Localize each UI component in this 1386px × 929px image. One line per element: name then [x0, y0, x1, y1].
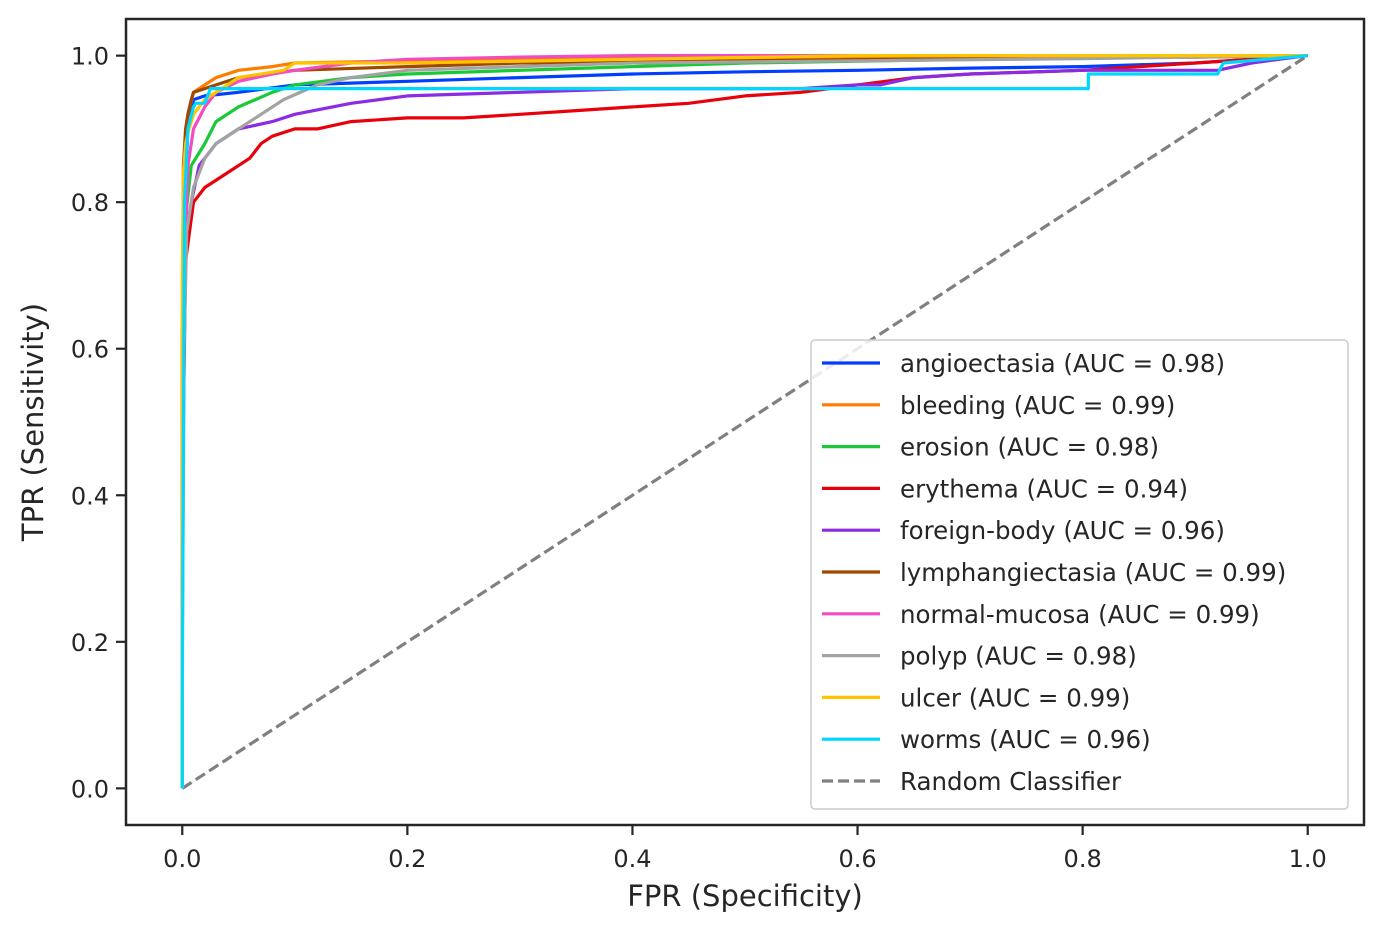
legend-label-6: normal-mucosa (AUC = 0.99) [900, 600, 1260, 629]
legend-label-8: ulcer (AUC = 0.99) [900, 683, 1130, 712]
series-line-7 [180, 54, 1308, 789]
x-tick-label-1: 0.2 [388, 845, 426, 873]
y-tick-label-4: 0.8 [71, 189, 109, 217]
x-tick-label-0: 0.0 [163, 845, 201, 873]
y-tick-label-3: 0.6 [71, 336, 109, 364]
legend-label-7: polyp (AUC = 0.98) [900, 642, 1137, 671]
y-tick-label-5: 1.0 [71, 43, 109, 71]
legend-label-5: lymphangiectasia (AUC = 0.99) [900, 558, 1286, 587]
legend-label-3: erythema (AUC = 0.94) [900, 474, 1188, 503]
legend-label-9: worms (AUC = 0.96) [900, 725, 1151, 754]
legend-items: angioectasia (AUC = 0.98) bleeding (AUC =… [822, 349, 1286, 796]
x-tick-label-2: 0.4 [613, 845, 651, 873]
series-line-8 [180, 53, 1308, 789]
x-ticks: 0.0 0.2 0.4 0.6 0.8 1.0 [163, 825, 1327, 873]
legend-box [810, 339, 1349, 810]
x-axis-title: FPR (Specificity) [627, 879, 863, 913]
y-axis-title: TPR (Sensitivity) [16, 303, 50, 542]
legend-label-4: foreign-body (AUC = 0.96) [900, 516, 1225, 545]
y-tick-label-1: 0.2 [71, 629, 109, 657]
legend-label-1: bleeding (AUC = 0.99) [900, 391, 1175, 420]
plot-frame [124, 17, 1366, 827]
y-tick-label-0: 0.0 [71, 775, 109, 803]
x-tick-label-5: 1.0 [1289, 845, 1327, 873]
y-ticks: 0.0 0.2 0.4 0.6 0.8 1.0 [71, 43, 126, 803]
legend: angioectasia (AUC = 0.98) bleeding (AUC =… [810, 339, 1349, 810]
x-tick-label-4: 0.8 [1064, 845, 1102, 873]
series-layer [180, 53, 1309, 790]
y-tick-label-2: 0.4 [71, 482, 109, 510]
series-line-4 [180, 54, 1308, 789]
series-line-9 [180, 54, 1308, 789]
legend-label-2: erosion (AUC = 0.98) [900, 433, 1159, 462]
legend-label-0: angioectasia (AUC = 0.98) [900, 349, 1225, 378]
x-tick-label-3: 0.6 [838, 845, 876, 873]
legend-label-10: Random Classifier [900, 767, 1122, 796]
series-line-6 [180, 53, 1308, 789]
